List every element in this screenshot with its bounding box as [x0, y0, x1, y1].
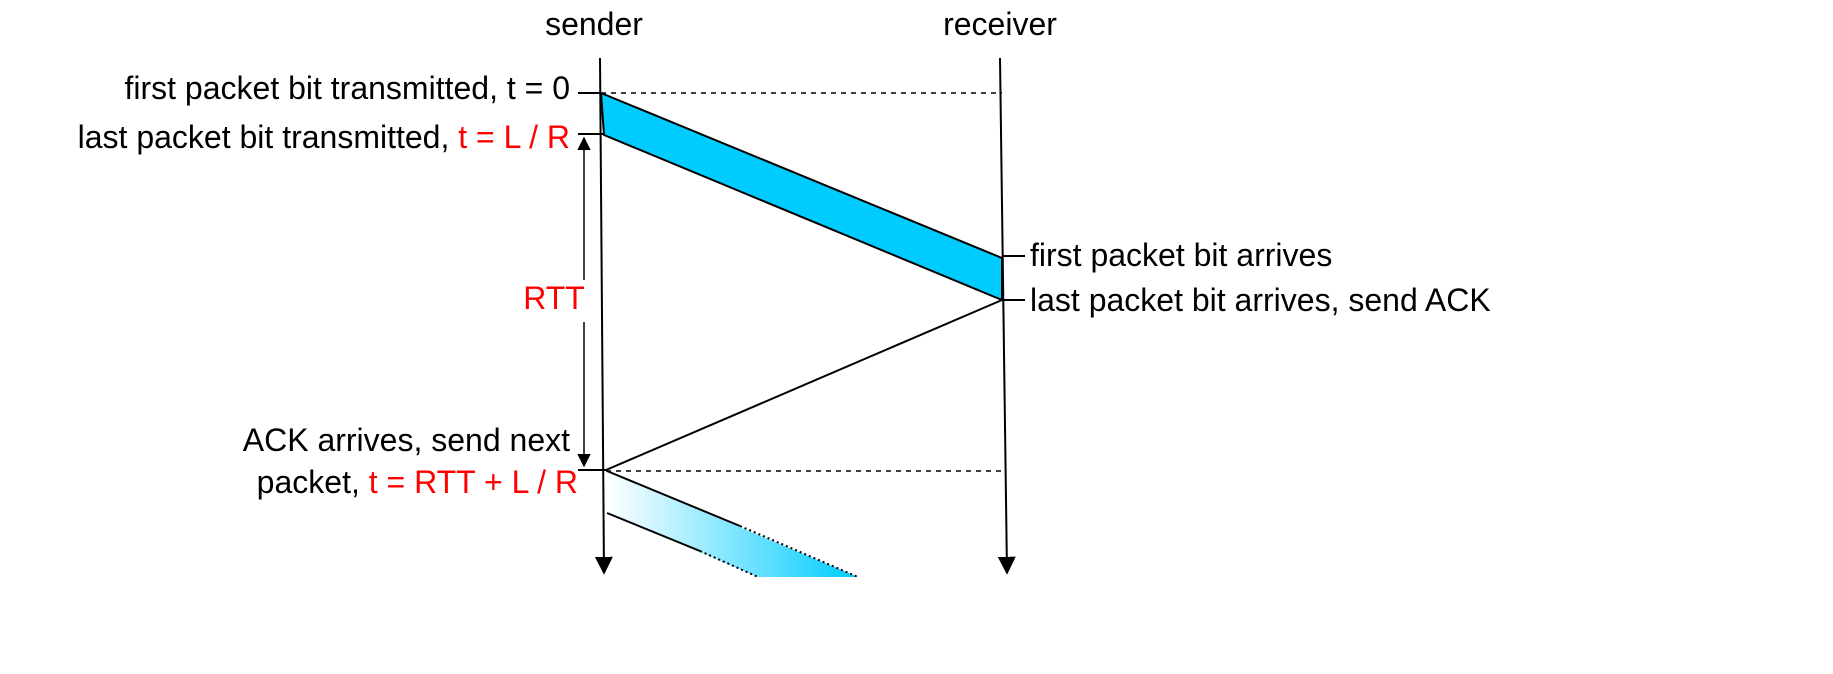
label-last-bit-transmitted-prefix: last packet bit transmitted,	[78, 119, 459, 155]
label-ack-arrives-line2-time: t = RTT + L / R	[369, 464, 578, 500]
stop-and-wait-timing-diagram: sender receiver first packet bit transmi…	[78, 6, 1491, 578]
label-ack-arrives-line2-prefix: packet,	[257, 464, 369, 500]
next-packet-bottom-edge	[606, 512, 701, 552]
next-packet-top-edge-dotted	[739, 525, 859, 578]
receiver-header: receiver	[943, 6, 1057, 42]
first-packet-band	[599, 91, 1003, 302]
label-last-bit-transmitted-time: t = L / R	[458, 119, 570, 155]
ack-line	[605, 299, 1003, 471]
label-first-bit-transmitted: first packet bit transmitted, t = 0	[124, 70, 570, 106]
next-packet-top-edge	[606, 470, 741, 527]
receiver-timeline	[997, 57, 1016, 575]
label-last-bit-transmitted: last packet bit transmitted, t = L / R	[78, 119, 570, 155]
sender-timeline	[594, 57, 613, 575]
next-packet-bottom-edge-dotted	[699, 550, 759, 578]
label-ack-arrives-line1: ACK arrives, send next	[243, 422, 570, 458]
sender-header: sender	[545, 6, 643, 42]
label-ack-arrives-line2: packet, t = RTT + L / R	[257, 464, 578, 500]
label-first-bit-arrives: first packet bit arrives	[1030, 237, 1332, 273]
label-rtt: RTT	[523, 280, 585, 316]
label-last-bit-arrives: last packet bit arrives, send ACK	[1030, 282, 1491, 318]
